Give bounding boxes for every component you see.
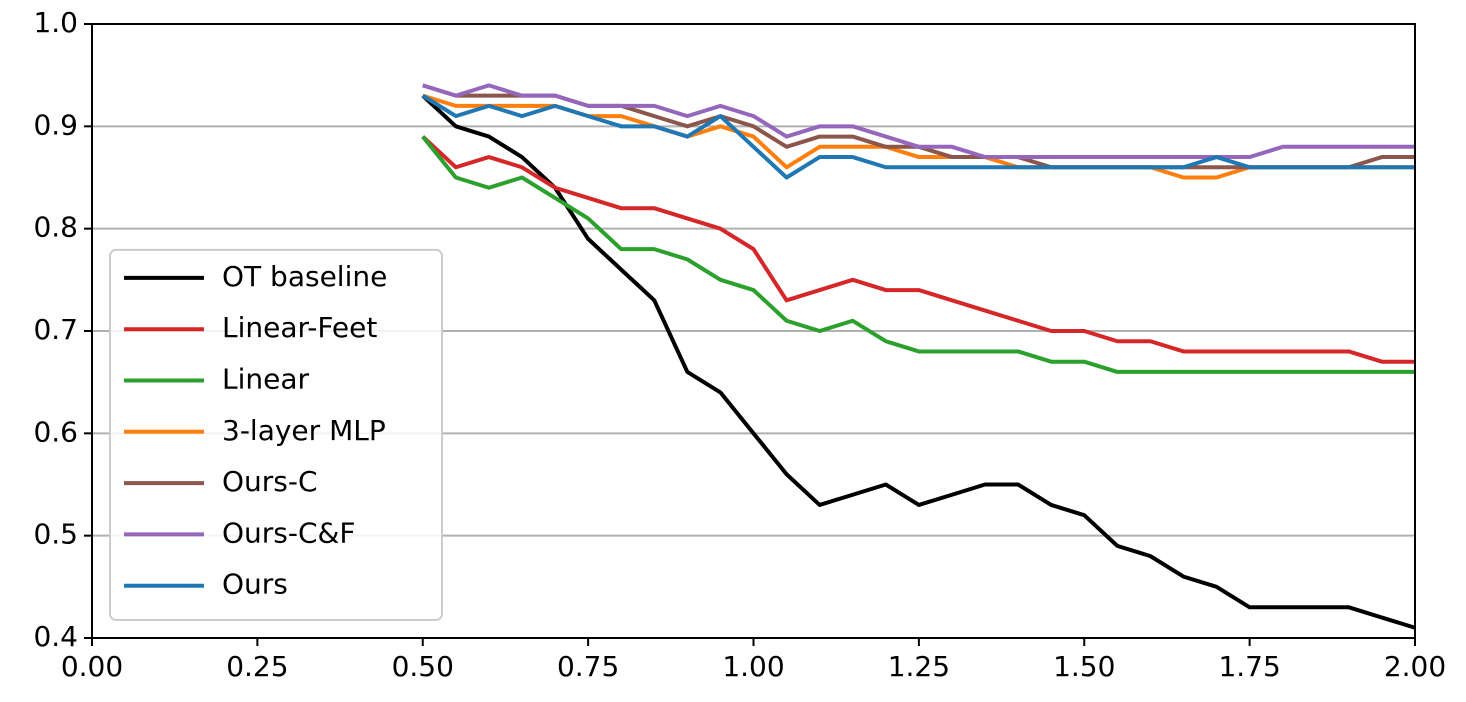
- x-tick-label: 0.75: [557, 650, 619, 683]
- legend-label: Ours: [222, 568, 288, 601]
- legend-label: Linear: [222, 363, 310, 396]
- legend-label: OT baseline: [222, 260, 387, 293]
- series-line: [421, 94, 1416, 630]
- y-tick-label: 0.6: [33, 415, 78, 448]
- legend-label: 3-layer MLP: [222, 414, 386, 447]
- legend-label: Linear-Feet: [222, 311, 377, 344]
- y-tick-label: 0.4: [33, 620, 78, 653]
- x-tick-label: 1.00: [722, 650, 784, 683]
- x-tick-label: 0.00: [61, 650, 123, 683]
- legend-label: Ours-C&F: [222, 516, 355, 549]
- legend: OT baseline Linear-Feet Linear 3-layer MLP O…: [109, 248, 443, 621]
- x-tick-label: 1.25: [888, 650, 950, 683]
- series-line: [421, 135, 1415, 374]
- x-tick-label: 1.75: [1218, 650, 1280, 683]
- x-tick-label: 0.25: [226, 650, 288, 683]
- x-tick-label: 2.00: [1384, 650, 1446, 683]
- y-tick-label: 0.7: [33, 313, 78, 346]
- series-line: [421, 135, 1415, 364]
- x-tick-label: 1.50: [1053, 650, 1115, 683]
- series-line: [421, 93, 1415, 180]
- legend-box: [109, 248, 443, 621]
- series-line: [422, 83, 1415, 160]
- plot-frame: [91, 23, 1416, 639]
- y-tick-label: 0.5: [33, 518, 78, 551]
- legend-label: Ours-C: [222, 465, 318, 498]
- x-tick-label: 0.50: [392, 650, 454, 683]
- series-line: [422, 93, 1415, 180]
- y-tick-label: 0.8: [33, 211, 78, 244]
- y-tick-label: 1.0: [33, 6, 78, 39]
- y-tick-label: 0.9: [33, 108, 78, 141]
